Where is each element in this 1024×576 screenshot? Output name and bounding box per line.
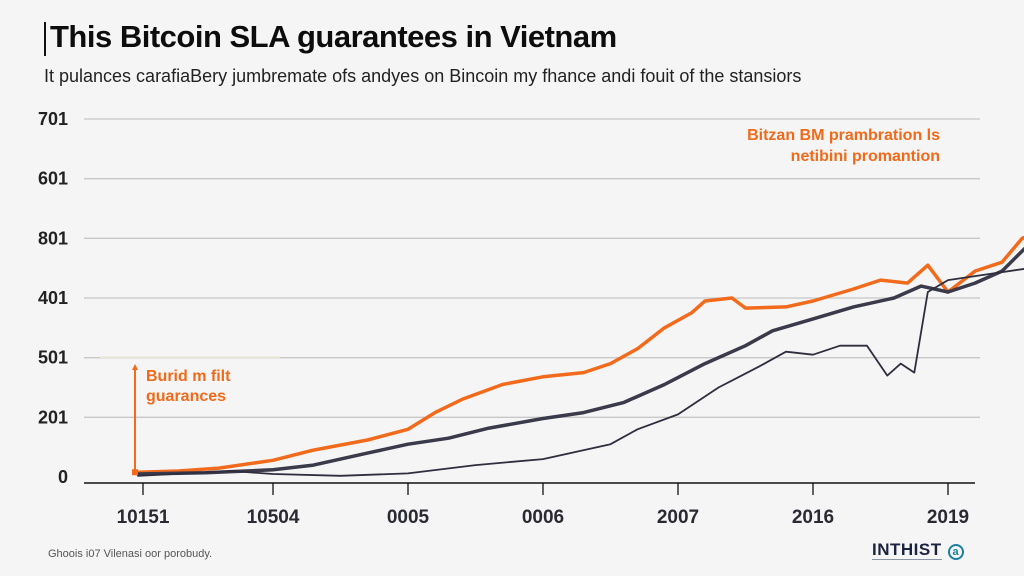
callout-label: netibini promantion — [791, 148, 940, 165]
y-tick-label: 501 — [38, 348, 68, 368]
title-accent-bar — [44, 22, 46, 56]
thin-dark-series-line — [137, 268, 1024, 477]
callout-label: guarances — [146, 388, 226, 405]
x-tick-label: 10151 — [117, 507, 170, 528]
chart-title: This Bitcoin SLA guarantees in Vietnam — [50, 19, 617, 54]
logo-text: INTHIST — [872, 540, 942, 560]
y-tick-label: 201 — [38, 407, 68, 427]
orange-series-line — [136, 235, 1024, 474]
chart-subtitle: It pulances carafiaBery jumbremate ofs a… — [44, 66, 802, 86]
x-axis: 10151 10504 0005 0006 2007 2016 2019 — [84, 482, 975, 528]
annotations: Bitzan BM prambration ls netibini promant… — [100, 127, 940, 476]
y-tick-label: 701 — [38, 109, 68, 129]
callout-label: Burid m filt — [146, 368, 231, 385]
y-axis-tick-labels: 0 201 501 401 801 601 701 — [38, 109, 68, 487]
x-tick-label: 2016 — [792, 507, 834, 528]
logo-mark-icon: a — [947, 544, 964, 560]
arrow-up-icon — [132, 364, 138, 370]
x-tick-label: 0006 — [522, 507, 564, 528]
callout-label: Bitzan BM prambration ls — [747, 127, 940, 144]
y-tick-label: 401 — [38, 288, 68, 308]
x-tick-label: 10504 — [247, 507, 300, 528]
y-tick-label: 601 — [38, 169, 68, 189]
y-tick-label: 0 — [58, 467, 68, 487]
brand-logo: INTHIST a — [872, 541, 964, 560]
callout-anchor-marker — [132, 469, 138, 476]
x-tick-label: 2007 — [657, 507, 699, 528]
y-tick-label: 801 — [38, 228, 68, 248]
x-tick-label: 2019 — [927, 507, 969, 528]
series-lines — [136, 235, 1024, 477]
x-tick-label: 0005 — [387, 507, 430, 528]
dark-series-line — [136, 246, 1024, 476]
source-note: Ghoois i07 Vilenasi oor porobudy. — [48, 548, 213, 560]
